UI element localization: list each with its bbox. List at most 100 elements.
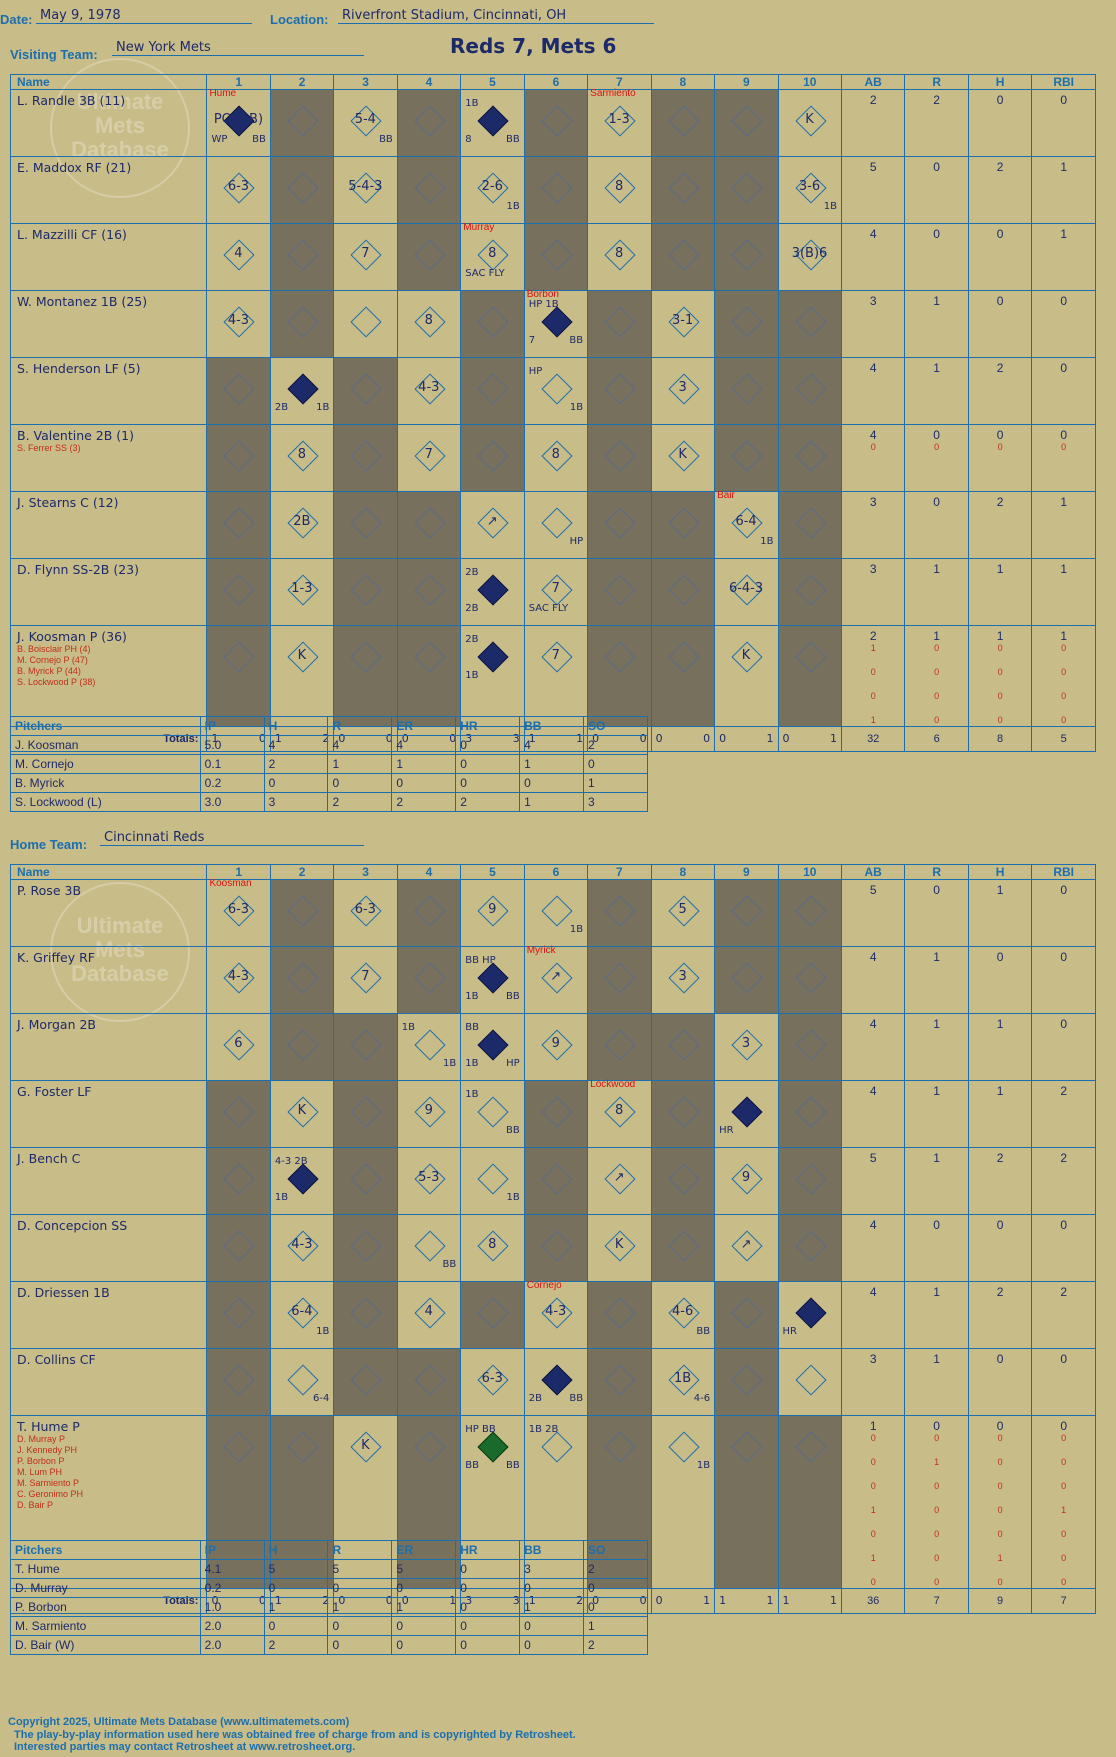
- base-diamond: [731, 306, 763, 338]
- base-diamond: [731, 1096, 763, 1128]
- base-diamond: [350, 641, 382, 673]
- at-bat-cell: 6-4 Bair 1B: [714, 490, 779, 559]
- play-result: K: [741, 648, 751, 663]
- play-note: BB: [465, 1460, 479, 1471]
- play-result: 8: [615, 179, 624, 194]
- base-diamond: [477, 1297, 509, 1329]
- pitcher-stat: 4: [519, 735, 585, 755]
- pitcher-stat: 1: [583, 1616, 648, 1636]
- at-bat-cell: ↗ Myrick: [523, 945, 589, 1014]
- play-result: 1B: [674, 1371, 692, 1386]
- at-bat-cell: 6-4-3: [714, 558, 779, 626]
- play-note: 2B: [465, 567, 479, 578]
- batter-stat-rbi: 0: [1031, 357, 1096, 425]
- inning-header-2: 2: [269, 74, 335, 90]
- play-result: 3: [678, 380, 687, 395]
- batter-stat-rbi: 1: [1031, 491, 1096, 559]
- play-result: K: [805, 112, 814, 127]
- batter-stat-rbi: 0: [1031, 946, 1096, 1014]
- at-bat-cell: 3: [714, 1013, 779, 1081]
- stat-value: 2: [996, 361, 1004, 375]
- batter-name: J. Bench C: [9, 1147, 208, 1215]
- stat-value: 0: [933, 1218, 940, 1232]
- pitcher-stat: 0: [327, 1616, 393, 1636]
- batter-stat-rbi: 1: [1031, 223, 1096, 291]
- substitute-stat: 0: [870, 691, 876, 701]
- stat-value: 0: [996, 1352, 1004, 1366]
- pitcher-stat: 0: [583, 1597, 648, 1617]
- pitcher-stat: 0: [583, 1578, 648, 1598]
- batter-stat-r: 1: [904, 357, 969, 425]
- batter-name-text: J. Stearns C (12): [17, 495, 119, 510]
- stat-header-ab: AB: [840, 74, 906, 90]
- pitcher-name: P. Borbon: [10, 1597, 201, 1617]
- base-diamond: [731, 239, 763, 271]
- base-diamond: [541, 507, 573, 539]
- play-note: 1B: [316, 402, 330, 413]
- at-bat-cell: [396, 946, 462, 1014]
- at-bat-cell: [777, 558, 842, 626]
- pitcher-stat: 1: [519, 792, 585, 812]
- stat-value: 1: [933, 361, 940, 375]
- stat-value: 0: [996, 428, 1004, 442]
- inning-runs: 0: [719, 732, 727, 745]
- batter-name: E. Maddox RF (21): [9, 156, 208, 224]
- play-note: BB: [505, 134, 520, 145]
- base-diamond: [350, 1163, 382, 1195]
- substitute-name: D. Murray P: [17, 1434, 66, 1444]
- batter-name: L. Mazzilli CF (16): [9, 223, 208, 291]
- base-diamond: [477, 440, 509, 472]
- play-result: 3(B)6: [791, 246, 828, 261]
- base-diamond: [541, 1096, 573, 1128]
- pitchers-col-so: SO: [583, 716, 648, 736]
- batter-name: B. Valentine 2B (1) S. Ferrer SS (3): [9, 424, 208, 492]
- at-bat-cell: 7: [396, 424, 462, 492]
- batter-stat-ab: 4: [840, 223, 906, 291]
- play-result: 8: [424, 313, 433, 328]
- at-bat-cell: 1B: [523, 879, 589, 947]
- at-bat-cell: [523, 223, 589, 291]
- batter-name-text: S. Henderson LF (5): [17, 361, 141, 376]
- play-result: 2B: [293, 514, 311, 529]
- base-diamond: [604, 574, 636, 606]
- play-note: BB: [569, 1393, 584, 1404]
- at-bat-cell: 4-6 BB: [650, 1281, 716, 1349]
- play-result: 7: [424, 447, 433, 462]
- at-bat-cell: 5-4 BB: [333, 89, 398, 157]
- at-bat-cell: [777, 290, 842, 358]
- substitute-stat: 0: [934, 643, 940, 653]
- at-bat-cell: [777, 1415, 842, 1589]
- at-bat-cell: 4: [396, 1281, 462, 1349]
- batter-stat-rbi: 0: [1031, 1013, 1096, 1081]
- base-diamond: [287, 239, 319, 271]
- at-bat-cell: [269, 156, 335, 224]
- batter-name-text: E. Maddox RF (21): [17, 160, 132, 175]
- at-bat-cell: 7: [333, 946, 398, 1014]
- base-diamond: [668, 641, 700, 673]
- date-label: Date:: [0, 12, 33, 27]
- substitute-stat: 0: [870, 667, 876, 677]
- play-result: 3-1: [671, 313, 694, 328]
- stat-value: 0: [933, 160, 940, 174]
- batter-stat-h: 2: [967, 1147, 1033, 1215]
- play-result: 4-3: [227, 313, 250, 328]
- at-bat-cell: 2B: [269, 491, 335, 559]
- play-result: 4: [234, 246, 243, 261]
- inning-hits: 1: [766, 732, 774, 745]
- play-note: BB: [505, 1460, 520, 1471]
- base-diamond: [223, 440, 255, 472]
- batter-name: D. Flynn SS-2B (23): [9, 558, 208, 626]
- base-diamond: [541, 1230, 573, 1262]
- batter-stat-ab: 5: [840, 156, 906, 224]
- base-diamond: [541, 1163, 573, 1195]
- batter-name-text: J. Koosman P (36): [17, 629, 127, 644]
- play-result: 3-6: [798, 179, 821, 194]
- play-result: K: [361, 1438, 370, 1453]
- play-result: 8: [297, 447, 307, 462]
- stat-value: 0: [1060, 883, 1067, 897]
- pitcher-stat: 2: [327, 792, 393, 812]
- pitcher-stat: 1.0: [199, 1597, 265, 1617]
- substitute-stat: 0: [997, 1481, 1003, 1491]
